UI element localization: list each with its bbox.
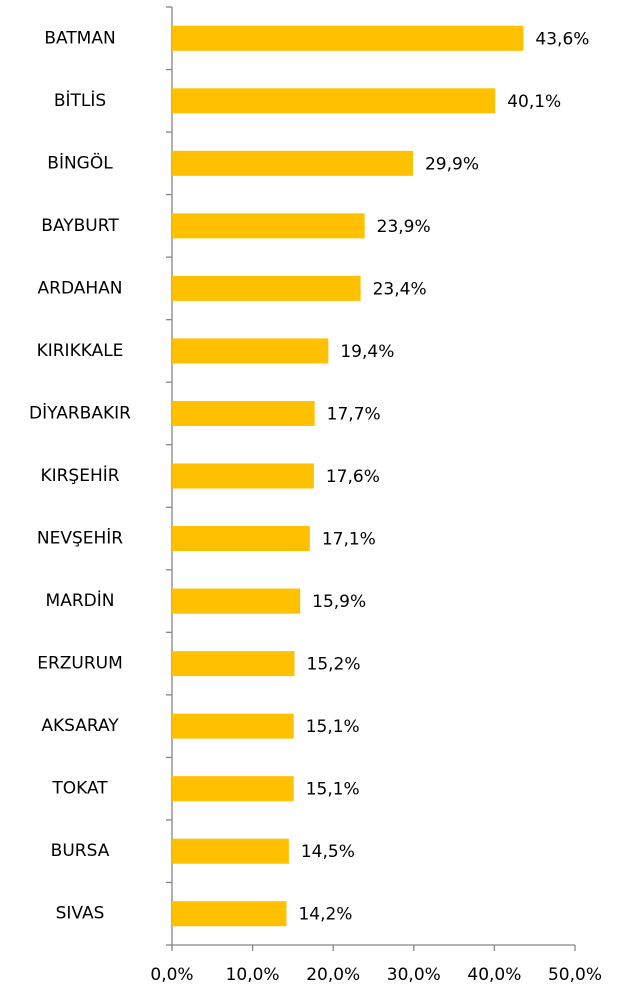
x-tick-label: 50,0%: [548, 965, 602, 985]
bar: [172, 713, 294, 739]
data-label: 15,1%: [306, 717, 360, 737]
data-label: 14,5%: [301, 842, 355, 862]
data-label: 23,9%: [377, 217, 431, 237]
y-tick-label: ERZURUM: [37, 654, 123, 674]
y-tick-label: KIRŞEHİR: [40, 465, 119, 486]
bar: [172, 275, 361, 301]
bar: [172, 213, 365, 239]
bar: [172, 526, 310, 552]
x-tick-label: 20,0%: [306, 965, 360, 985]
y-tick-label: TOKAT: [51, 779, 108, 799]
y-tick-label: BİNGÖL: [47, 151, 113, 173]
data-label: 17,6%: [326, 467, 380, 487]
data-label: 29,9%: [425, 154, 479, 174]
data-label: 23,4%: [373, 279, 427, 299]
x-tick-label: 40,0%: [467, 965, 521, 985]
y-tick-label: DİYARBAKIR: [29, 402, 131, 423]
data-label: 43,6%: [535, 29, 589, 49]
data-label: 15,9%: [312, 592, 366, 612]
data-label: 40,1%: [507, 92, 561, 112]
bar: [172, 588, 301, 614]
y-tick-label: AKSARAY: [41, 716, 119, 736]
y-tick-label: BATMAN: [44, 28, 115, 48]
y-tick-label: BİTLİS: [54, 90, 106, 111]
bar: [172, 651, 295, 677]
y-tick-label: BURSA: [51, 841, 110, 861]
data-label: 17,7%: [327, 404, 381, 424]
x-tick-label: 0,0%: [150, 965, 193, 985]
bar: [172, 25, 524, 51]
bar: [172, 838, 289, 864]
bar: [172, 463, 314, 489]
bar: [172, 776, 294, 802]
data-label: 19,4%: [340, 342, 394, 362]
x-tick-label: 30,0%: [387, 965, 441, 985]
bar: [172, 338, 329, 364]
y-tick-label: BAYBURT: [41, 216, 119, 236]
bar: [172, 150, 413, 176]
y-tick-label: NEVŞEHİR: [37, 528, 123, 549]
data-label: 17,1%: [322, 530, 376, 550]
data-label: 14,2%: [298, 905, 352, 925]
y-tick-label: KIRIKKALE: [37, 341, 124, 361]
bar: [172, 400, 315, 426]
x-tick-label: 10,0%: [226, 965, 280, 985]
data-label: 15,1%: [306, 780, 360, 800]
bar: [172, 901, 287, 927]
y-tick-label: ARDAHAN: [38, 278, 123, 298]
y-tick-label: SIVAS: [56, 904, 105, 924]
y-tick-label: MARDİN: [46, 590, 115, 611]
bar: [172, 88, 496, 114]
data-label: 15,2%: [307, 655, 361, 675]
